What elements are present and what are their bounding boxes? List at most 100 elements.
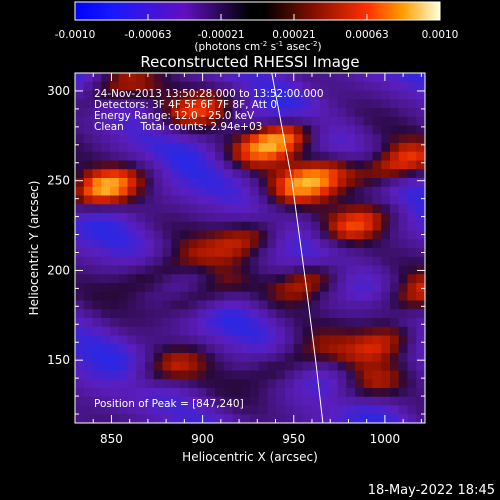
image-pixel: [398, 388, 408, 398]
image-pixel: [92, 309, 102, 319]
image-pixel: [285, 353, 295, 363]
image-pixel: [223, 414, 233, 423]
image-pixel: [188, 370, 198, 380]
image-pixel: [285, 116, 295, 126]
image-pixel: [355, 81, 365, 91]
image-pixel: [75, 326, 85, 336]
image-pixel: [118, 73, 128, 83]
image-pixel: [276, 379, 286, 389]
image-pixel: [215, 335, 225, 345]
image-pixel: [337, 90, 347, 100]
image-pixel: [232, 116, 242, 126]
image-pixel: [215, 291, 225, 301]
image-pixel: [101, 353, 111, 363]
image-pixel: [355, 230, 365, 240]
image-pixel: [118, 239, 128, 249]
image-pixel: [118, 143, 128, 153]
image-pixel: [127, 300, 137, 310]
image-pixel: [398, 213, 408, 223]
image-pixel: [241, 291, 251, 301]
image-pixel: [162, 116, 172, 126]
image-pixel: [276, 160, 286, 170]
image-pixel: [276, 204, 286, 214]
image-pixel: [250, 274, 260, 284]
image-pixel: [153, 361, 163, 371]
image-pixel: [206, 388, 216, 398]
image-pixel: [83, 160, 93, 170]
image-pixel: [197, 361, 207, 371]
image-pixel: [328, 186, 338, 196]
image-pixel: [153, 309, 163, 319]
image-pixel: [145, 344, 155, 354]
image-pixel: [180, 318, 190, 328]
image-pixel: [320, 405, 330, 415]
image-pixel: [363, 213, 373, 223]
image-pixel: [390, 151, 400, 161]
image-pixel: [337, 134, 347, 144]
image-pixel: [92, 300, 102, 310]
image-pixel: [355, 213, 365, 223]
image-pixel: [381, 379, 391, 389]
image-pixel: [223, 388, 233, 398]
image-pixel: [407, 396, 417, 406]
image-pixel: [206, 195, 216, 205]
image-pixel: [276, 283, 286, 293]
image-pixel: [390, 335, 400, 345]
image-pixel: [320, 239, 330, 249]
image-pixel: [363, 414, 373, 423]
image-pixel: [398, 291, 408, 301]
image-pixel: [145, 335, 155, 345]
image-pixel: [92, 151, 102, 161]
image-pixel: [311, 239, 321, 249]
image-pixel: [390, 169, 400, 179]
image-pixel: [215, 405, 225, 415]
image-pixel: [223, 309, 233, 319]
image-pixel: [346, 81, 356, 91]
image-pixel: [127, 116, 137, 126]
image-pixel: [293, 353, 303, 363]
image-pixel: [223, 274, 233, 284]
image-pixel: [302, 326, 312, 336]
image-pixel: [250, 230, 260, 240]
image-pixel: [302, 353, 312, 363]
image-pixel: [92, 326, 102, 336]
image-pixel: [302, 300, 312, 310]
image-pixel: [110, 274, 120, 284]
image-pixel: [398, 221, 408, 231]
image-pixel: [101, 361, 111, 371]
image-pixel: [75, 134, 85, 144]
image-pixel: [188, 108, 198, 118]
image-pixel: [92, 143, 102, 153]
image-pixel: [416, 274, 425, 284]
image-pixel: [241, 116, 251, 126]
image-pixel: [337, 335, 347, 345]
image-pixel: [206, 370, 216, 380]
image-pixel: [381, 230, 391, 240]
image-pixel: [398, 256, 408, 266]
image-pixel: [197, 178, 207, 188]
image-pixel: [188, 160, 198, 170]
image-pixel: [241, 256, 251, 266]
image-pixel: [171, 361, 181, 371]
image-pixel: [355, 125, 365, 135]
image-pixel: [101, 326, 111, 336]
image-pixel: [136, 370, 146, 380]
image-pixel: [346, 151, 356, 161]
image-pixel: [75, 370, 85, 380]
image-pixel: [381, 213, 391, 223]
image-pixel: [145, 151, 155, 161]
image-pixel: [127, 213, 137, 223]
image-pixel: [232, 239, 242, 249]
image-pixel: [223, 344, 233, 354]
image-pixel: [293, 90, 303, 100]
image-pixel: [337, 195, 347, 205]
image-pixel: [241, 204, 251, 214]
image-pixel: [206, 230, 216, 240]
image-pixel: [197, 291, 207, 301]
image-pixel: [258, 370, 268, 380]
image-pixel: [206, 169, 216, 179]
image-pixel: [136, 108, 146, 118]
image-pixel: [188, 405, 198, 415]
image-pixel: [118, 125, 128, 135]
image-pixel: [250, 335, 260, 345]
